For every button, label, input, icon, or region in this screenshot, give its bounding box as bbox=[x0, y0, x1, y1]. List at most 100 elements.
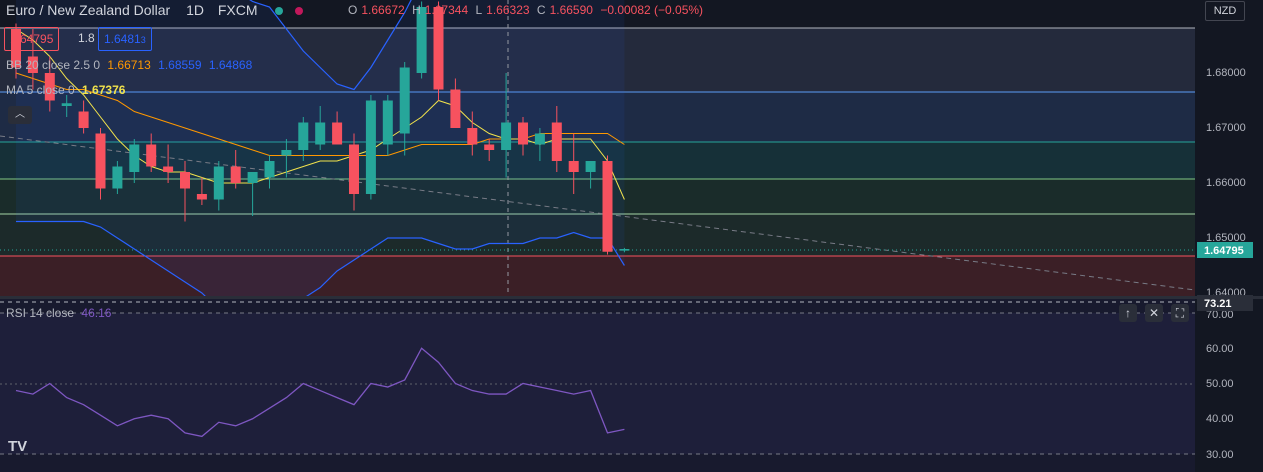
price-tick-1: 1.68000 bbox=[1206, 67, 1246, 79]
rsi-legend[interactable]: RSI 14 close 46.16 bbox=[6, 306, 115, 320]
candle-body bbox=[602, 161, 613, 252]
candle-body bbox=[332, 122, 343, 145]
rsi-line bbox=[15, 347, 625, 438]
candle-body bbox=[44, 73, 55, 101]
zone-red bbox=[0, 256, 1195, 296]
candle-body bbox=[247, 172, 258, 183]
bb-fill bbox=[16, 0, 625, 321]
exchange: FXCM bbox=[217, 2, 258, 18]
candle-body bbox=[112, 166, 123, 189]
zone-green-dark bbox=[0, 214, 1195, 256]
ohlc-legend: O 1.66672 H 1.67344 L 1.66323 C 1.66590 −0.0… bbox=[348, 3, 707, 17]
close-pane-icon[interactable]: ✕ bbox=[1145, 304, 1163, 322]
ma-legend[interactable]: MA 5 close 0 1.67376 bbox=[6, 83, 129, 97]
ma-value: 1.67376 bbox=[82, 83, 126, 97]
rsi-tick-5: 30.00 bbox=[1206, 449, 1234, 461]
open-value: 1.66672 bbox=[361, 3, 405, 17]
current-price-label: 1.64795 bbox=[1204, 245, 1244, 257]
rsi-tick-4: 40.00 bbox=[1206, 413, 1234, 425]
rsi-tick-2: 60.00 bbox=[1206, 343, 1234, 355]
rsi-crosshair-badge bbox=[1197, 295, 1253, 311]
candle-body bbox=[298, 122, 309, 150]
candles bbox=[11, 1, 630, 255]
symbol-name[interactable]: Euro / New Zealand Dollar bbox=[6, 2, 171, 18]
candle-body bbox=[95, 133, 106, 189]
close-value: 1.66590 bbox=[549, 3, 593, 17]
candle-body bbox=[534, 133, 545, 145]
current-price-badge bbox=[1197, 242, 1253, 258]
low-label: L bbox=[475, 3, 483, 17]
candle-body bbox=[315, 122, 326, 145]
candle-body bbox=[213, 166, 224, 200]
price-tick-3: 1.66000 bbox=[1206, 177, 1246, 189]
tradingview-logo-icon[interactable]: TV bbox=[8, 438, 28, 455]
candle-body bbox=[349, 144, 359, 194]
price-tick-4: 1.65000 bbox=[1206, 232, 1246, 244]
price-axis-bg bbox=[1195, 0, 1263, 472]
bb-upper-line bbox=[249, 0, 412, 91]
candle-body bbox=[180, 172, 190, 189]
candle-body bbox=[484, 144, 495, 150]
change-value: −0.00082 (−0.05%) bbox=[600, 3, 704, 17]
price-tick-2: 1.67000 bbox=[1206, 122, 1246, 134]
bb-label: BB 20 close 2.5 0 bbox=[6, 58, 101, 72]
sell-button[interactable]: 1.64795 bbox=[4, 27, 60, 51]
candle-body bbox=[619, 249, 630, 251]
ma-label: MA 5 close 0 bbox=[6, 83, 75, 97]
high-label: H bbox=[412, 3, 421, 17]
low-value: 1.66323 bbox=[486, 3, 530, 17]
collapse-legend-icon[interactable]: ︿ bbox=[8, 106, 32, 124]
candle-body bbox=[264, 161, 275, 178]
rsi-tick-3: 50.00 bbox=[1206, 378, 1234, 390]
candle-body bbox=[78, 111, 89, 128]
candle-body bbox=[433, 7, 444, 90]
candle-body bbox=[585, 161, 596, 172]
bb-lower-line bbox=[16, 220, 625, 322]
interval: 1D bbox=[186, 2, 204, 18]
zone-top bbox=[0, 28, 1195, 92]
bb-lower-value: 1.64868 bbox=[208, 58, 253, 72]
candle-body bbox=[551, 122, 562, 161]
candle-body bbox=[450, 89, 461, 128]
trend-line bbox=[0, 135, 1196, 291]
rsi-crosshair-label: 73.21 bbox=[1204, 298, 1232, 310]
candle-body bbox=[163, 166, 174, 172]
buy-button[interactable]: 1.64813 bbox=[98, 27, 152, 51]
candle-body bbox=[365, 100, 376, 194]
rsi-value: 46.16 bbox=[81, 306, 112, 320]
candle-body bbox=[27, 56, 38, 73]
high-value: 1.67344 bbox=[424, 3, 469, 17]
bb-legend[interactable]: BB 20 close 2.5 0 1.66713 1.68559 1.6486… bbox=[6, 58, 256, 72]
close-label: C bbox=[536, 3, 546, 17]
move-pane-up-icon[interactable]: ↑ bbox=[1119, 304, 1137, 322]
symbol-legend[interactable]: Euro / New Zealand Dollar 1D FXCM bbox=[6, 2, 307, 18]
spread-value: 1.8 bbox=[78, 31, 95, 45]
currency-selector[interactable]: NZD bbox=[1205, 1, 1245, 21]
candle-body bbox=[416, 7, 427, 73]
candle-body bbox=[281, 150, 292, 156]
buy-price: 1.6481 bbox=[104, 32, 141, 46]
candle-body bbox=[467, 128, 478, 145]
pane-separator[interactable] bbox=[0, 296, 1263, 299]
open-label: O bbox=[348, 3, 358, 17]
candle-body bbox=[146, 144, 157, 167]
rsi-label: RSI 14 close bbox=[6, 306, 75, 320]
candle-body bbox=[129, 144, 140, 172]
status-dot-icon bbox=[275, 7, 284, 15]
bb-basis-value: 1.66713 bbox=[107, 58, 151, 72]
buy-price-small: 3 bbox=[140, 35, 146, 45]
maximize-pane-icon[interactable]: ⛶ bbox=[1171, 304, 1189, 322]
bb-upper-value: 1.68559 bbox=[158, 58, 202, 72]
candle-body bbox=[518, 122, 528, 145]
alert-dot-icon bbox=[295, 7, 304, 15]
candle-body bbox=[230, 166, 241, 183]
candle-body bbox=[501, 122, 512, 150]
candle-body bbox=[11, 29, 21, 68]
candle-body bbox=[196, 194, 207, 200]
candle-body bbox=[382, 100, 393, 145]
rsi-tick-1: 70.00 bbox=[1206, 309, 1234, 321]
candle-body bbox=[61, 103, 72, 106]
candle-body bbox=[568, 161, 579, 172]
candle-body bbox=[399, 67, 410, 134]
